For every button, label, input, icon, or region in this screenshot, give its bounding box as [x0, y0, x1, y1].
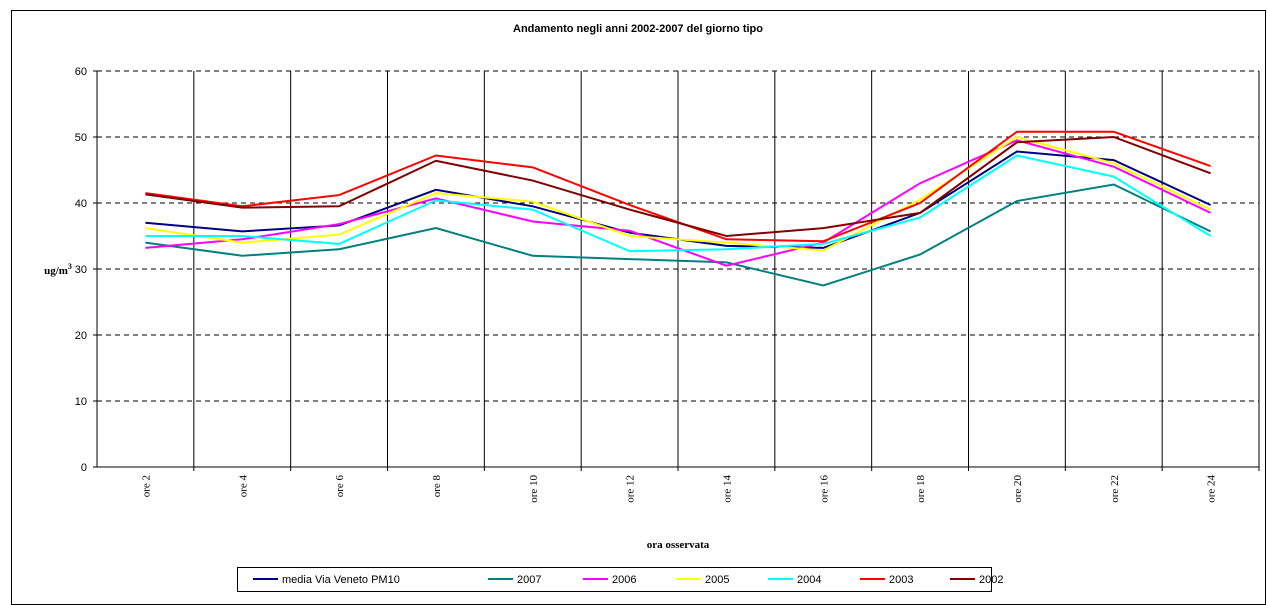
x-tick-label: ore 18 — [915, 475, 927, 503]
y-tick-label: 60 — [75, 66, 87, 78]
series-line — [145, 183, 1212, 287]
y-tick-label: 30 — [75, 264, 87, 276]
y-axis-label-sup: 3 — [68, 262, 72, 271]
x-tick-label: ore 2 — [140, 475, 152, 497]
chart-frame — [11, 10, 1266, 605]
y-tick-label: 20 — [75, 330, 87, 342]
x-tick-label: ore 12 — [625, 475, 637, 503]
series-line — [145, 139, 1212, 267]
x-tick-label: ore 16 — [818, 475, 830, 503]
series-line — [145, 135, 1211, 238]
legend-label: 2005 — [705, 574, 729, 586]
legend-label: 2006 — [612, 574, 636, 586]
legend-label: media Via Veneto PM10 — [282, 574, 400, 586]
y-tick-label: 40 — [75, 198, 87, 210]
y-tick-label: 0 — [81, 462, 87, 474]
x-tick-label: ore 24 — [1206, 475, 1218, 503]
x-tick-label: ore 20 — [1012, 475, 1024, 503]
legend-label: 2002 — [979, 574, 1003, 586]
legend-label: 2004 — [797, 574, 821, 586]
legend-label: 2007 — [517, 574, 541, 586]
y-tick-label: 10 — [75, 396, 87, 408]
y-axis-label: ug/m3 — [44, 262, 72, 277]
legend-label: 2003 — [889, 574, 913, 586]
x-tick-label: ore 6 — [334, 475, 346, 498]
y-tick-label: 50 — [75, 132, 87, 144]
x-tick-label: ore 10 — [528, 475, 540, 503]
series-line — [145, 154, 1212, 253]
y-axis-label-base: ug/m — [44, 265, 68, 277]
x-tick-label: ore 22 — [1109, 475, 1121, 503]
x-axis-label: ora osservata — [647, 539, 710, 551]
x-tick-label: ore 4 — [237, 475, 249, 498]
x-tick-label: ore 8 — [431, 475, 443, 498]
chart-title: Andamento negli anni 2002-2007 del giorn… — [513, 23, 763, 35]
x-tick-label: ore 14 — [721, 475, 733, 503]
